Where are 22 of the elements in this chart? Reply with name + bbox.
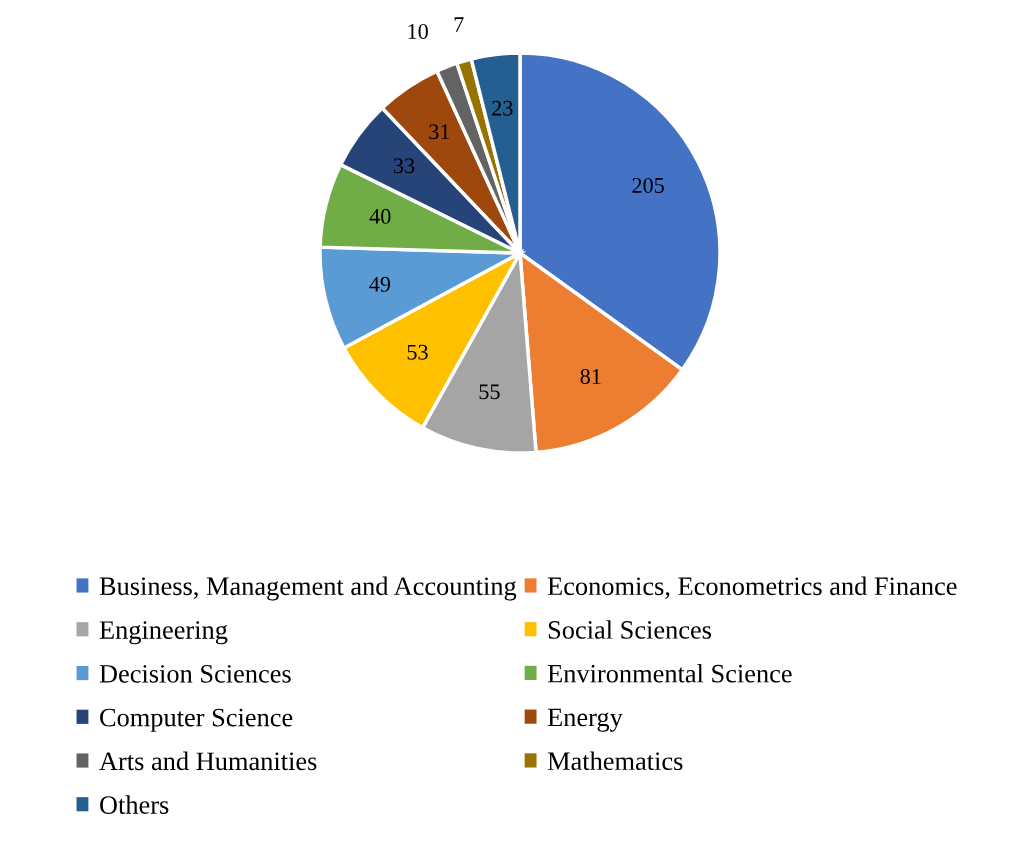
data-label: 55 bbox=[479, 384, 500, 400]
data-label: 7 bbox=[454, 17, 464, 32]
legend-label: Economics, Econometrics and Finance bbox=[547, 576, 957, 599]
legend-label: Business, Management and Accounting bbox=[99, 576, 517, 601]
legend-label: Arts and Humanities bbox=[99, 751, 317, 771]
data-label: 49 bbox=[369, 276, 391, 292]
data-label: 33 bbox=[393, 158, 415, 174]
legend-label: Computer Science bbox=[100, 708, 293, 732]
legend-label: Energy bbox=[547, 708, 623, 732]
legend-label: Engineering bbox=[99, 621, 228, 645]
legend-label: Social Sciences bbox=[548, 620, 712, 639]
legend-label: Mathematics bbox=[547, 751, 683, 771]
data-label: 40 bbox=[369, 208, 391, 224]
data-label: 10 bbox=[408, 23, 428, 39]
data-label: 23 bbox=[492, 100, 513, 116]
data-label: 205 bbox=[632, 177, 664, 193]
legend-label: Others bbox=[100, 795, 169, 814]
data-label: 31 bbox=[429, 124, 450, 140]
data-label: 53 bbox=[407, 344, 428, 360]
legend-label: Decision Sciences bbox=[99, 664, 291, 683]
legend-label: Environmental Science bbox=[547, 664, 792, 683]
data-label: 81 bbox=[580, 368, 601, 384]
